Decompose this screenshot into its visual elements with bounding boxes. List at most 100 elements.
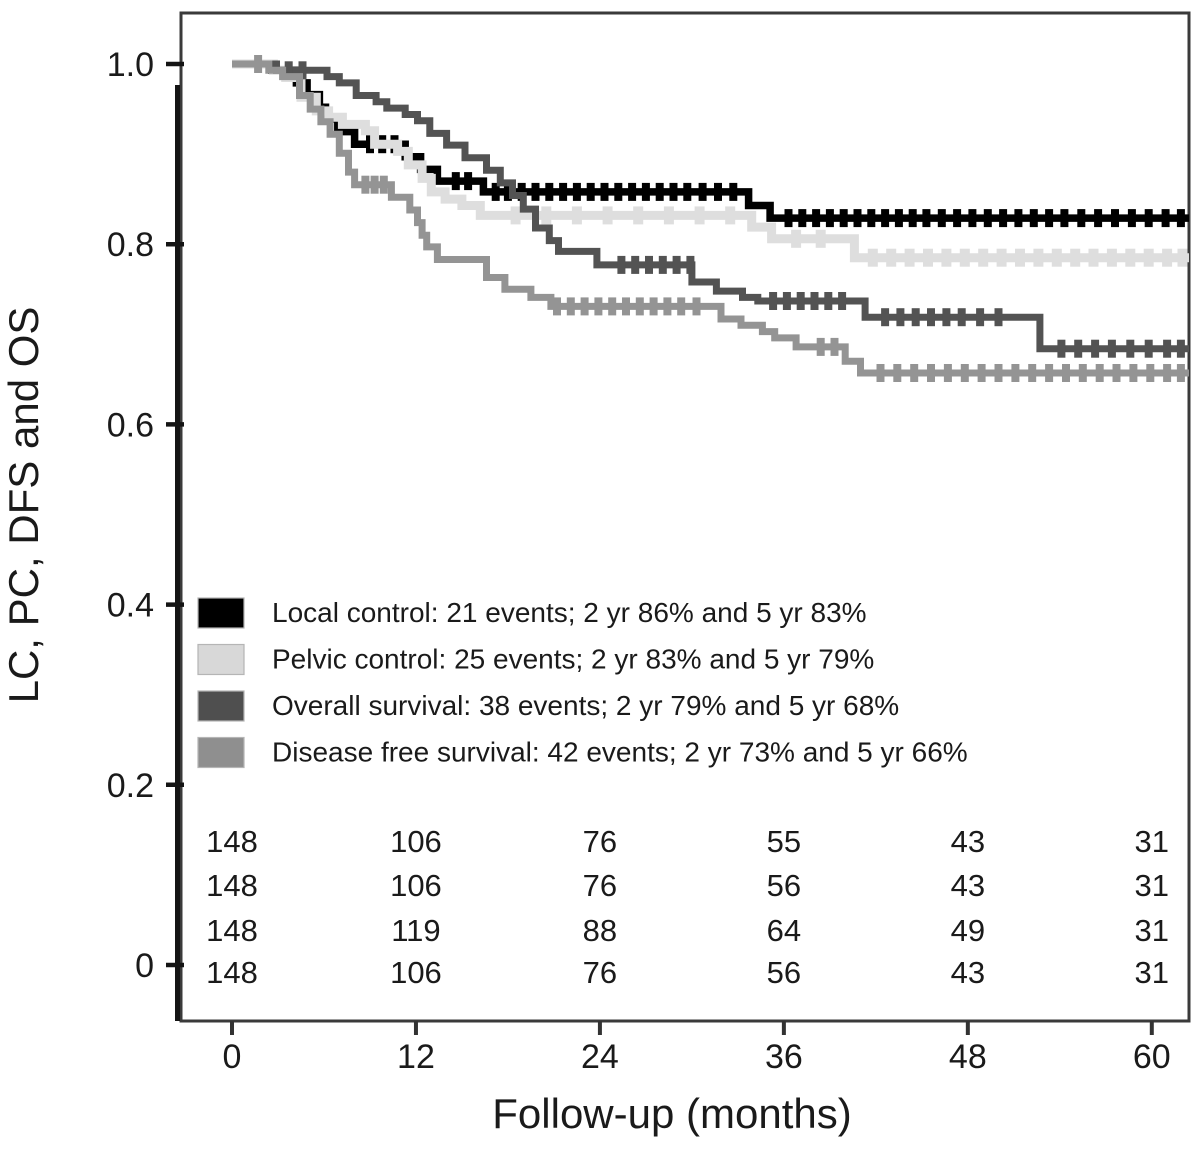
y-tick-label: 0.6 [107,406,154,444]
at-risk-value-pelvic-control: 31 [1135,868,1169,903]
at-risk-value-overall-survival: 88 [583,913,617,948]
at-risk-value-local-control: 148 [206,824,258,859]
censor-mark-local-control [1127,209,1136,228]
censor-mark-disease-free-survival [622,297,630,316]
censor-mark-disease-free-survival [663,297,672,316]
legend-label-overall-survival: Overall survival: 38 events; 2 yr 79% an… [272,690,899,721]
censor-mark-overall-survival [645,255,653,274]
censor-mark-pelvic-control [996,248,1007,267]
y-tick-label: 0 [135,947,154,985]
censor-mark-pelvic-control [923,248,933,267]
censor-mark-local-control [881,209,890,228]
censor-mark-local-control [839,209,848,228]
censor-mark-local-control [1060,209,1069,228]
at-risk-value-disease-free-survival: 43 [951,955,985,990]
censor-mark-disease-free-survival [1112,364,1121,382]
censor-mark-local-control [683,182,692,201]
censor-mark-overall-survival [796,292,805,310]
y-tick-label: 0.8 [107,226,154,264]
at-risk-value-overall-survival: 49 [951,913,985,948]
censor-mark-local-control [366,135,374,154]
censor-mark-local-control [798,209,807,228]
at-risk-value-pelvic-control: 56 [767,868,801,903]
censor-mark-disease-free-survival [1062,364,1070,382]
censor-mark-overall-survival [686,255,695,274]
censor-mark-local-control [1029,209,1038,228]
censor-mark-local-control [825,209,834,228]
at-risk-value-pelvic-control: 106 [390,868,442,903]
censor-mark-local-control [531,182,540,201]
x-axis-title: Follow-up (months) [492,1090,851,1137]
censor-mark-disease-free-survival [379,175,388,194]
y-tick-label: 0.4 [107,587,154,625]
legend-label-pelvic-control: Pelvic control: 25 events; 2 yr 83% and … [272,644,874,675]
censor-mark-disease-free-survival [1028,364,1037,382]
censor-mark-overall-survival [976,308,985,327]
censor-mark-local-control [503,182,512,201]
censor-mark-overall-survival [617,255,626,274]
censor-mark-local-control [784,209,793,228]
legend-swatch-overall-survival [197,690,245,722]
at-risk-value-disease-free-survival: 106 [390,955,442,990]
censor-mark-pelvic-control [815,229,826,248]
censor-mark-local-control [517,182,526,201]
censor-mark-pelvic-control [1088,248,1099,267]
censor-mark-local-control [451,172,460,191]
x-tick-label: 48 [949,1038,987,1076]
censor-mark-pelvic-control [1033,248,1044,267]
censor-mark-overall-survival [942,308,951,327]
censor-mark-pelvic-control [904,248,915,267]
at-risk-value-local-control: 106 [390,824,442,859]
censor-mark-local-control [953,209,962,228]
censor-mark-pelvic-control [571,206,582,225]
censor-mark-disease-free-survival [580,297,589,316]
legend-swatch-local-control [197,597,245,629]
censor-mark-disease-free-survival [1078,364,1087,382]
censor-mark-pelvic-control [510,206,521,225]
censor-mark-disease-free-survival [635,297,644,316]
censor-mark-pelvic-control [1051,248,1062,267]
x-axis-ticks: 0 12 24 36 48 60 [223,1021,1171,1076]
censor-mark-disease-free-survival [608,297,617,316]
censor-mark-pelvic-control [886,248,897,267]
censor-mark-local-control [1077,209,1086,228]
censor-mark-overall-survival [1163,339,1172,358]
censor-mark-pelvic-control [791,229,802,248]
censor-mark-disease-free-survival [254,55,263,73]
censor-mark-pelvic-control [694,206,705,225]
censor-mark-local-control [600,182,609,201]
censor-mark-disease-free-survival [649,297,658,316]
censor-mark-local-control [1094,209,1103,228]
censor-mark-local-control [983,209,992,228]
censor-mark-pelvic-control [1162,248,1173,267]
censor-mark-local-control [908,209,917,228]
censor-mark-local-control [1176,209,1185,228]
censor-mark-local-control [812,209,821,228]
at-risk-value-local-control: 76 [583,824,617,859]
y-tick-label: 1.0 [107,46,154,84]
censor-mark-disease-free-survival [960,364,969,382]
censor-mark-overall-survival [1176,339,1185,358]
censor-mark-local-control [669,182,678,201]
at-risk-value-pelvic-control: 76 [583,868,617,903]
censor-mark-pelvic-control [1125,248,1136,267]
survival-curves [232,55,1189,382]
censor-mark-disease-free-survival [943,364,952,382]
censor-mark-pelvic-control [978,248,989,267]
at-risk-value-overall-survival: 148 [206,913,258,948]
at-risk-value-overall-survival: 31 [1135,913,1169,948]
censor-mark-local-control [1045,209,1054,228]
censor-mark-pelvic-control [1106,248,1117,267]
censor-mark-overall-survival [1091,339,1100,358]
censor-mark-overall-survival [994,308,1003,327]
at-risk-value-local-control: 55 [767,824,801,859]
at-risk-value-disease-free-survival: 31 [1135,955,1169,990]
censor-mark-overall-survival [769,292,778,310]
censor-mark-local-control [559,182,568,201]
censor-mark-local-control [714,182,722,201]
legend-label-disease-free-survival: Disease free survival: 42 events; 2 yr 7… [272,737,968,768]
censor-mark-local-control [937,209,946,228]
censor-mark-disease-free-survival [692,297,701,316]
